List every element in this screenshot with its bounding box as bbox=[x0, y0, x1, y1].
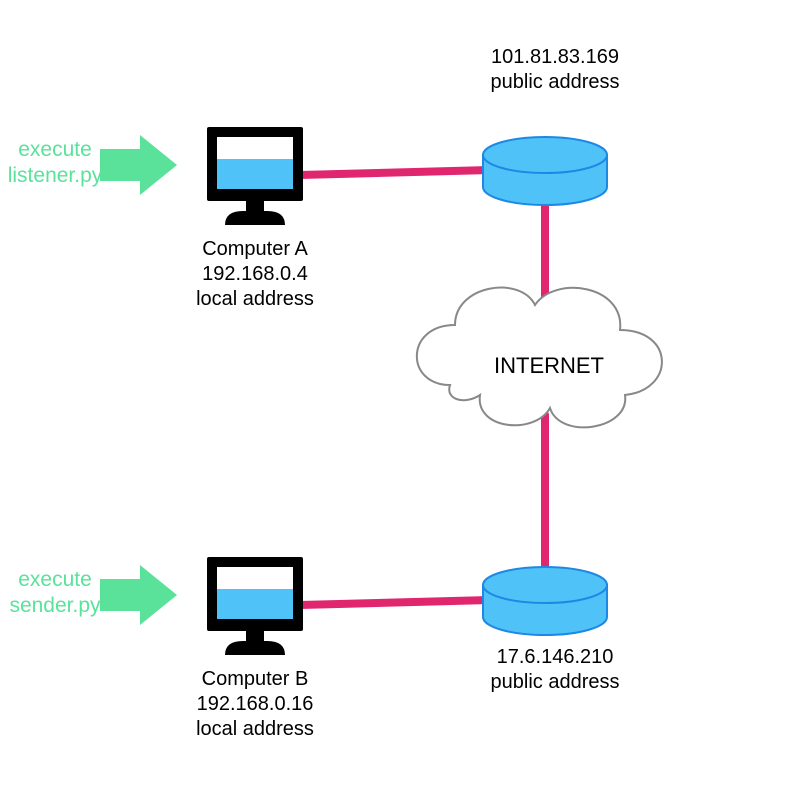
label-computer-a: Computer A 192.168.0.4 local address bbox=[155, 237, 355, 312]
link-compA-routerTop bbox=[300, 170, 490, 175]
label-router-bottom: 17.6.146.210 public address bbox=[445, 645, 665, 695]
label-exec-top: execute listener.py bbox=[0, 137, 115, 190]
label-computer-b: Computer B 192.168.0.16 local address bbox=[155, 667, 355, 742]
computer-a-icon bbox=[207, 127, 303, 225]
label-exec-bot: execute sender.py bbox=[0, 567, 115, 620]
computer-b-icon bbox=[207, 557, 303, 655]
link-compB-routerBot bbox=[300, 600, 490, 605]
router-top-icon-top bbox=[483, 137, 607, 173]
label-internet: INTERNET bbox=[449, 352, 649, 380]
router-bottom-icon-top bbox=[483, 567, 607, 603]
label-router-top: 101.81.83.169 public address bbox=[445, 45, 665, 95]
network-diagram bbox=[0, 0, 800, 800]
